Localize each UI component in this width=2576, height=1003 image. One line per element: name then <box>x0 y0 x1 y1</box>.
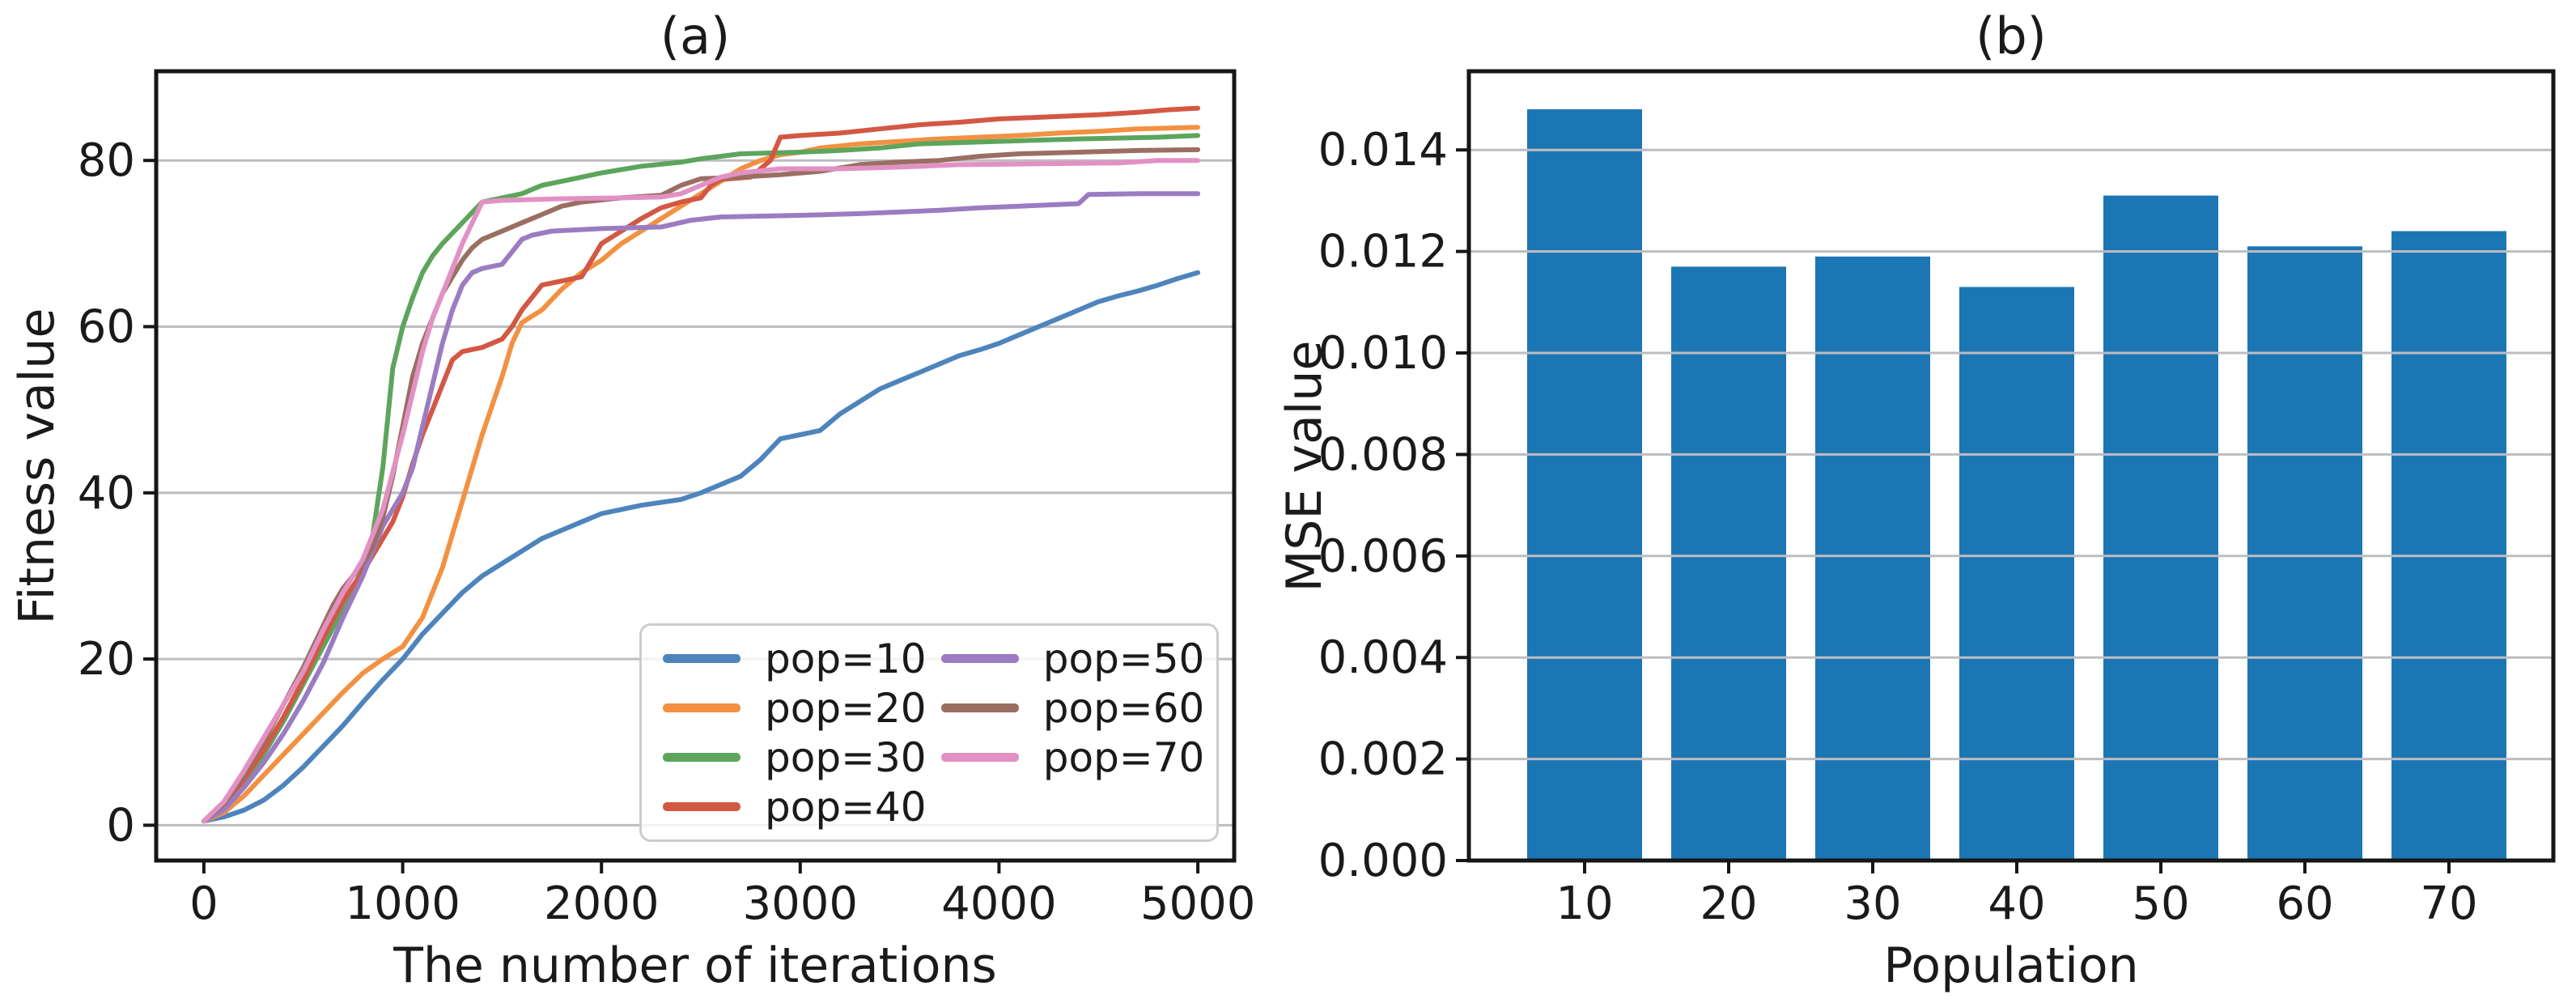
legend-item-pop-60: pop=60 <box>940 683 1208 733</box>
x-tick-label: 20 <box>1700 878 1757 930</box>
panel-a-yaxis-label: Fitness value <box>9 308 66 625</box>
series-line-pop-20 <box>201 125 1201 824</box>
legend-label-pop-70: pop=70 <box>1042 733 1205 781</box>
legend-swatch-pop-60 <box>940 703 1019 712</box>
x-tick-label: 50 <box>2132 878 2189 930</box>
x-tick-label: 60 <box>2276 878 2333 930</box>
legend-label-pop-50: pop=50 <box>1042 635 1205 682</box>
x-tick-label: 10 <box>1555 878 1613 930</box>
y-tick-label: 40 <box>78 467 135 520</box>
legend-swatch-pop-40 <box>663 802 741 811</box>
legend-label-pop-20: pop=20 <box>765 684 927 732</box>
x-tick-label: 40 <box>1988 878 2045 930</box>
legend-item-pop-30: pop=30 <box>663 733 941 782</box>
legend-swatch-pop-30 <box>663 753 741 762</box>
legend-label-pop-30: pop=30 <box>765 733 927 781</box>
legend-item-pop-10: pop=10 <box>663 634 941 683</box>
series-line-pop-70 <box>201 158 1201 824</box>
x-tick-label: 4000 <box>941 878 1057 930</box>
x-tick-label: 2000 <box>544 878 660 930</box>
y-tick-label: 0.004 <box>1318 631 1448 684</box>
legend-swatch-pop-50 <box>940 654 1019 663</box>
x-tick-label: 30 <box>1844 878 1901 930</box>
y-tick-label: 60 <box>78 301 135 354</box>
series-line-pop-50 <box>201 191 1201 824</box>
panel-a-xaxis-label: The number of iterations <box>393 937 997 994</box>
bar-pop-50 <box>2103 195 2218 861</box>
bar-pop-60 <box>2247 246 2362 861</box>
y-tick-label: 0.012 <box>1318 226 1448 278</box>
legend-item-pop-40: pop=40 <box>663 782 941 831</box>
y-tick-label: 0.010 <box>1318 327 1448 380</box>
bar-pop-20 <box>1671 266 1786 861</box>
y-tick-label: 0 <box>106 799 135 852</box>
bar-pop-40 <box>1959 287 2074 861</box>
y-tick-label: 0.000 <box>1318 835 1448 887</box>
legend: pop=10 pop=20 pop=30 pop=40 pop=50 pop=6… <box>639 623 1219 842</box>
x-tick-label: 0 <box>189 878 219 930</box>
legend-swatch-pop-70 <box>940 753 1019 762</box>
legend-item-pop-70: pop=70 <box>940 733 1208 782</box>
panel-a-frame <box>154 69 1237 863</box>
legend-swatch-pop-10 <box>663 654 741 663</box>
panel-b-yaxis-label: MSE value <box>1276 340 1333 593</box>
x-tick-label: 5000 <box>1140 878 1256 930</box>
bar-pop-10 <box>1527 109 1642 861</box>
y-tick-label: 0.008 <box>1318 428 1448 481</box>
y-tick-label: 0.006 <box>1318 530 1448 583</box>
panel-a-line-chart: 0 1000 2000 3000 4000 5000 0 20 40 60 80 <box>78 69 1256 930</box>
panel-a-title: (a) <box>660 6 731 66</box>
legend-label-pop-40: pop=40 <box>765 783 927 831</box>
panel-b-bar-chart: 10 20 30 40 50 60 70 0.000 0.002 0.004 0.006 0.008 0… <box>1318 69 2556 930</box>
legend-item-pop-20: pop=20 <box>663 683 941 733</box>
x-tick-label: 3000 <box>743 878 859 930</box>
series-line-pop-60 <box>201 147 1201 824</box>
legend-label-pop-60: pop=60 <box>1042 684 1205 732</box>
legend-label-pop-10: pop=10 <box>765 635 927 682</box>
legend-item-pop-50: pop=50 <box>940 634 1208 683</box>
y-tick-label: 0.014 <box>1318 124 1448 176</box>
x-tick-label: 1000 <box>345 878 460 930</box>
panel-b-frame <box>1466 69 2556 863</box>
bar-pop-70 <box>2391 231 2506 861</box>
series-line-pop-10 <box>201 270 1201 824</box>
bar-pop-30 <box>1815 256 1930 861</box>
series-line-pop-40 <box>201 105 1201 824</box>
panel-b-title: (b) <box>1975 6 2047 66</box>
legend-swatch-pop-20 <box>663 703 741 712</box>
y-tick-label: 80 <box>78 134 135 187</box>
x-tick-label: 70 <box>2420 878 2477 930</box>
y-tick-label: 20 <box>78 633 135 686</box>
y-tick-label: 0.002 <box>1318 733 1448 786</box>
panel-b-xaxis-label: Population <box>1883 937 2139 994</box>
